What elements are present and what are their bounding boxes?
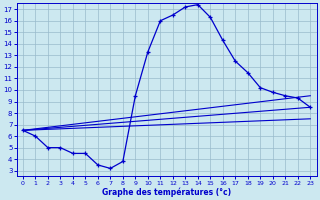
X-axis label: Graphe des températures (°c): Graphe des températures (°c) [102, 187, 231, 197]
